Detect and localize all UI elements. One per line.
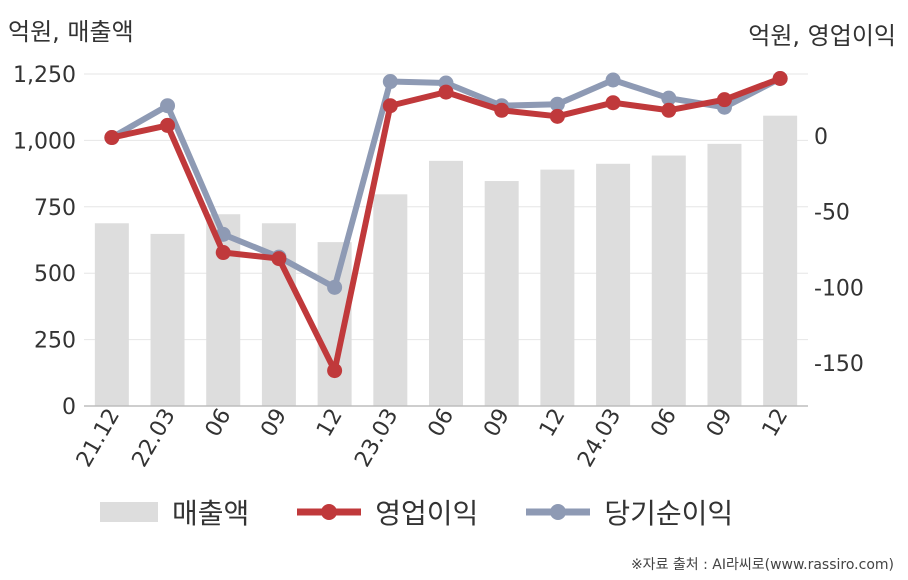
left-axis-unit: 억원, 매출액 [8,18,134,46]
x-tick-label: 12 [535,405,571,442]
series-point [327,363,343,379]
legend-swatch-line-red [297,504,362,520]
legend-item-operating-profit: 영업이익 [297,492,478,532]
bar-series [94,115,798,407]
legend-label-operating-profit: 영업이익 [375,497,479,530]
series-point [605,72,621,88]
series-point [661,102,677,118]
legend-swatch-bar [100,502,158,522]
y-right-tick-label: -150 [814,352,864,377]
x-tick-label: 06 [424,405,460,442]
x-tick-label: 09 [479,405,515,442]
bar [150,233,185,406]
y-right-tick-label: -50 [814,201,850,226]
bar [206,214,241,406]
right-axis-unit: 억원, 영업이익 [748,22,896,50]
x-tick-label: 12 [312,405,348,442]
source-note: ※자료 출처 : AI라씨로(www.rassiro.com) [630,557,894,573]
x-tick-label: 09 [256,405,292,442]
bar [540,169,575,406]
series-point [716,92,732,108]
series-point [438,84,454,100]
x-tick-label: 12 [758,405,794,442]
y-right-tick-label: -100 [814,276,864,301]
bar [94,223,129,406]
series-point [549,96,565,112]
x-tick-label: 23.03 [350,405,403,472]
series-point [549,108,565,124]
series-point [327,279,343,295]
legend-item-revenue: 매출액 [100,492,249,532]
y-left-tick-label: 0 [62,395,76,420]
bar [763,115,798,406]
legend: 매출액 영업이익 당기순이익 [100,492,781,532]
series-point [160,98,176,114]
x-tick-label: 06 [646,405,682,442]
series-point [104,130,120,146]
x-tick-label: 21.12 [72,405,125,472]
series-point [605,95,621,111]
y-left-tick-label: 1,250 [13,63,76,88]
bar [707,143,742,407]
y-left-tick-label: 1,000 [13,129,76,154]
series-point [215,245,231,261]
legend-label-net-income: 당기순이익 [604,497,734,530]
bar [596,163,631,406]
x-tick-label: 24.03 [573,405,626,472]
x-tick-label: 06 [201,405,237,442]
legend-swatch-line-gray [526,504,591,520]
bar [429,160,463,406]
y-left-tick-label: 500 [34,262,76,287]
y-right-tick-label: 0 [814,125,828,150]
series-point [494,102,510,118]
y-left-tick-label: 250 [34,329,76,354]
series-point [382,98,398,114]
series-point [271,251,287,267]
series-point [772,70,788,86]
series-point [382,74,398,90]
bar [373,194,408,406]
series-point [661,90,677,106]
legend-label-revenue: 매출액 [172,497,250,530]
series-point [160,117,176,133]
legend-item-net-income: 당기순이익 [526,492,733,532]
x-tick-label: 09 [702,405,738,442]
x-tick-label: 22.03 [128,405,181,472]
line-series [104,70,788,379]
bar [484,181,519,406]
y-left-tick-label: 750 [34,196,76,221]
bar [651,155,686,406]
